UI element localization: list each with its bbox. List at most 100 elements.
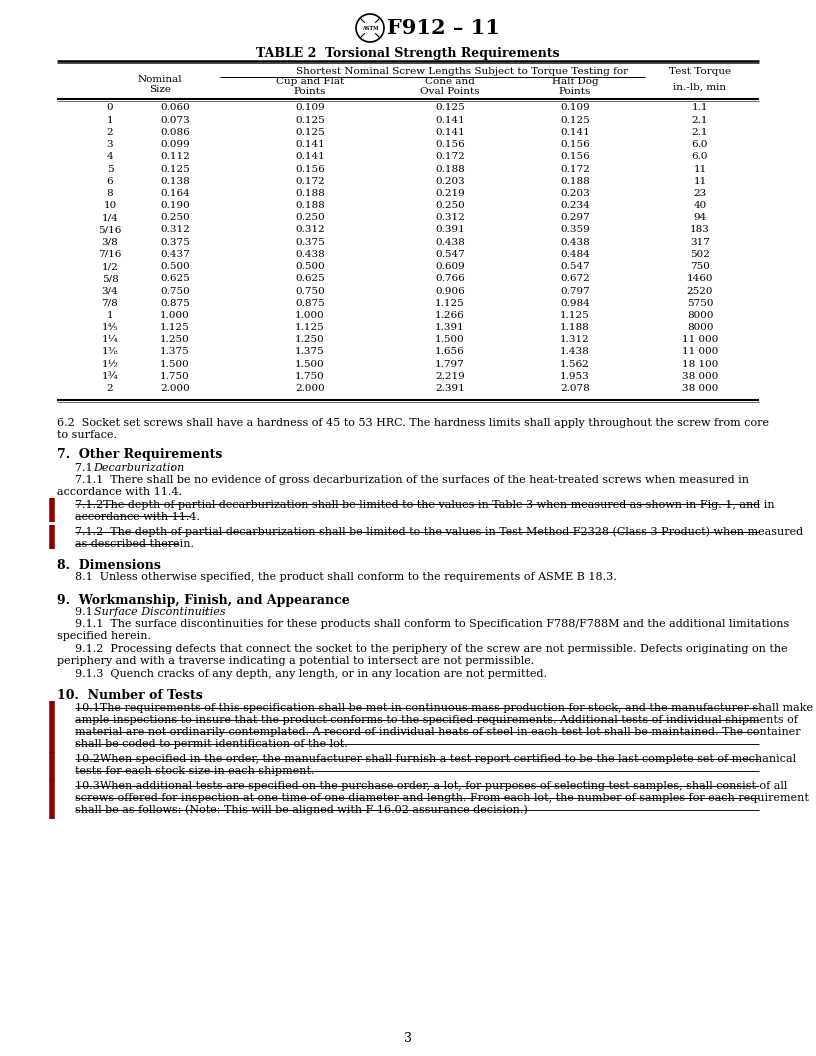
Text: material are not ordinarily contemplated. A record of individual heats of steel : material are not ordinarily contemplated… xyxy=(75,727,800,737)
Text: 1.1: 1.1 xyxy=(692,103,708,113)
Text: 2: 2 xyxy=(107,384,113,393)
Text: 2.391: 2.391 xyxy=(435,384,465,393)
Text: 1/4: 1/4 xyxy=(102,213,118,223)
Text: 0.125: 0.125 xyxy=(435,103,465,113)
Text: 0.188: 0.188 xyxy=(295,189,325,197)
Text: 0.438: 0.438 xyxy=(435,238,465,247)
Text: 1: 1 xyxy=(107,116,113,125)
Text: 9.1.1  The surface discontinuities for these products shall conform to Specifica: 9.1.1 The surface discontinuities for th… xyxy=(75,619,789,628)
Text: 18 100: 18 100 xyxy=(682,360,718,369)
Text: Points: Points xyxy=(559,88,591,96)
Text: Shortest Nominal Screw Lengths Subject to Torque Testing for: Shortest Nominal Screw Lengths Subject t… xyxy=(296,68,628,76)
Text: 0.984: 0.984 xyxy=(560,299,590,307)
Text: to surface.: to surface. xyxy=(57,430,117,439)
Text: accordance with 11.4.: accordance with 11.4. xyxy=(57,487,182,496)
Text: 1.266: 1.266 xyxy=(435,310,465,320)
Text: 3: 3 xyxy=(404,1032,412,1044)
Text: 0.750: 0.750 xyxy=(295,286,325,296)
Text: 0.141: 0.141 xyxy=(560,128,590,137)
Text: Decarburization: Decarburization xyxy=(93,463,184,473)
Text: 11 000: 11 000 xyxy=(682,347,718,357)
Text: 1.500: 1.500 xyxy=(160,360,190,369)
Text: 0.500: 0.500 xyxy=(160,262,190,271)
Text: 0.547: 0.547 xyxy=(435,250,465,259)
Text: 0.625: 0.625 xyxy=(160,275,190,283)
Text: 0.073: 0.073 xyxy=(160,116,190,125)
Text: 1.000: 1.000 xyxy=(295,310,325,320)
Text: 7.1.2  The depth of partial decarburization shall be limited to the values in Te: 7.1.2 The depth of partial decarburizati… xyxy=(75,527,803,538)
Text: 6: 6 xyxy=(107,176,113,186)
Text: 0.391: 0.391 xyxy=(435,226,465,234)
Text: 0.312: 0.312 xyxy=(435,213,465,223)
Text: 0.138: 0.138 xyxy=(160,176,190,186)
Text: 7.  Other Requirements: 7. Other Requirements xyxy=(57,448,223,460)
Text: 0.172: 0.172 xyxy=(560,165,590,173)
Text: 1.750: 1.750 xyxy=(160,372,190,381)
Text: 0.086: 0.086 xyxy=(160,128,190,137)
Text: 0.141: 0.141 xyxy=(295,152,325,162)
Text: 0.750: 0.750 xyxy=(160,286,190,296)
Text: 0.156: 0.156 xyxy=(295,165,325,173)
Text: 1.125: 1.125 xyxy=(435,299,465,307)
Text: 5: 5 xyxy=(107,165,113,173)
Text: 0.234: 0.234 xyxy=(560,201,590,210)
Text: Oval Points: Oval Points xyxy=(420,88,480,96)
Text: 0.141: 0.141 xyxy=(295,140,325,149)
Text: 0.766: 0.766 xyxy=(435,275,465,283)
Text: 502: 502 xyxy=(690,250,710,259)
Text: 0.125: 0.125 xyxy=(560,116,590,125)
Text: Points: Points xyxy=(294,88,326,96)
Text: periphery and with a traverse indicating a potential to intersect are not permis: periphery and with a traverse indicating… xyxy=(57,656,534,665)
Text: 0.156: 0.156 xyxy=(560,140,590,149)
Text: shall be as follows: (Note: This will be aligned with F 16.02 assurance decision: shall be as follows: (Note: This will be… xyxy=(75,805,528,815)
Text: 8.  Dimensions: 8. Dimensions xyxy=(57,559,161,571)
Text: 2.000: 2.000 xyxy=(160,384,190,393)
Text: 9.1.2  Processing defects that connect the socket to the periphery of the screw : 9.1.2 Processing defects that connect th… xyxy=(75,644,787,654)
Text: 7.1.1  There shall be no evidence of gross decarburization of the surfaces of th: 7.1.1 There shall be no evidence of gros… xyxy=(75,475,749,485)
Text: 94: 94 xyxy=(694,213,707,223)
Text: 7/16: 7/16 xyxy=(98,250,122,259)
Text: 23: 23 xyxy=(694,189,707,197)
Text: 2.1: 2.1 xyxy=(692,128,708,137)
Text: 1/2: 1/2 xyxy=(102,262,118,271)
Text: 1.312: 1.312 xyxy=(560,336,590,344)
Text: 5750: 5750 xyxy=(687,299,713,307)
Text: 38 000: 38 000 xyxy=(682,372,718,381)
Text: 1.500: 1.500 xyxy=(435,336,465,344)
Text: 0.156: 0.156 xyxy=(560,152,590,162)
Text: 1.125: 1.125 xyxy=(560,310,590,320)
Text: Nominal: Nominal xyxy=(138,75,182,84)
Text: 0.547: 0.547 xyxy=(560,262,590,271)
Text: 10.3When additional tests are specified on the purchase order, a lot, for purpos: 10.3When additional tests are specified … xyxy=(75,780,787,791)
Text: 0.297: 0.297 xyxy=(560,213,590,223)
Text: 1.125: 1.125 xyxy=(295,323,325,332)
Text: 0.164: 0.164 xyxy=(160,189,190,197)
Text: 0.375: 0.375 xyxy=(295,238,325,247)
Text: 2.1: 2.1 xyxy=(692,116,708,125)
Text: 1.000: 1.000 xyxy=(160,310,190,320)
Text: 7/8: 7/8 xyxy=(102,299,118,307)
Text: 183: 183 xyxy=(690,226,710,234)
Text: Cone and: Cone and xyxy=(425,77,475,87)
Text: 40: 40 xyxy=(694,201,707,210)
Text: 0.172: 0.172 xyxy=(295,176,325,186)
Text: 5/16: 5/16 xyxy=(98,226,122,234)
Text: 0.797: 0.797 xyxy=(560,286,590,296)
Text: as described therein.: as described therein. xyxy=(75,539,194,549)
Text: 0.172: 0.172 xyxy=(435,152,465,162)
Text: ample inspections to insure that the product conforms to the specified requireme: ample inspections to insure that the pro… xyxy=(75,715,798,724)
Text: 6.0: 6.0 xyxy=(692,140,708,149)
Text: 8: 8 xyxy=(107,189,113,197)
Text: :: : xyxy=(204,607,208,617)
Text: TABLE 2  Torsional Strength Requirements: TABLE 2 Torsional Strength Requirements xyxy=(256,46,560,59)
Text: 7.1.2The depth of partial decarburization shall be limited to the values in Tabl: 7.1.2The depth of partial decarburizatio… xyxy=(75,499,774,510)
Text: 8000: 8000 xyxy=(687,310,713,320)
Text: 11 000: 11 000 xyxy=(682,336,718,344)
Text: 0.125: 0.125 xyxy=(160,165,190,173)
Text: 0.188: 0.188 xyxy=(435,165,465,173)
Text: 1.391: 1.391 xyxy=(435,323,465,332)
Text: 1.438: 1.438 xyxy=(560,347,590,357)
Text: 6.2  Socket set screws shall have a hardness of 45 to 53 HRC. The hardness limit: 6.2 Socket set screws shall have a hardn… xyxy=(57,418,769,428)
Text: 1.250: 1.250 xyxy=(160,336,190,344)
Text: 2.078: 2.078 xyxy=(560,384,590,393)
